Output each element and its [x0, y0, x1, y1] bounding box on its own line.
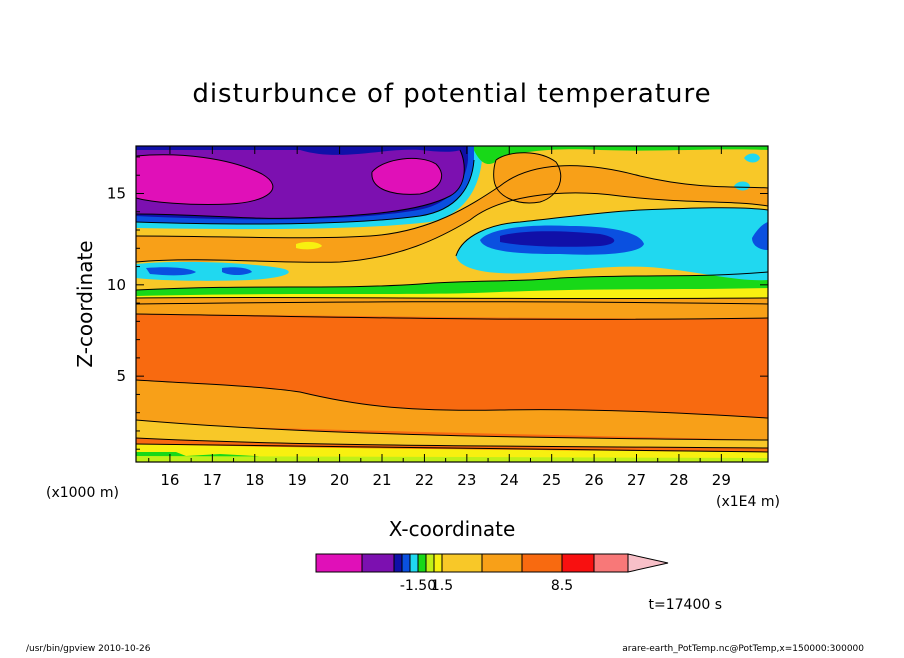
navy-mid-right: [500, 231, 615, 247]
y-tick-label: 15: [107, 184, 126, 202]
colorbar-labels: -1.501.5 8.5: [400, 578, 573, 594]
colorbar-swatch: [361, 553, 395, 573]
x-tick-label: 16: [160, 471, 179, 489]
band-ground-lime: [136, 456, 768, 462]
y-tick-label: 10: [107, 276, 126, 294]
colorbar-swatch: [315, 553, 363, 573]
band-lower-light-orange: [136, 380, 768, 440]
cyan-small-right: [734, 181, 750, 191]
band-green-top: [472, 146, 768, 165]
cyan-small-top: [744, 153, 760, 163]
colorbar-swatch: [441, 553, 483, 573]
x-axis: 16 17 18 19 20 21 22 23 24 25 26 27 28 29: [148, 146, 744, 489]
colorbar-swatch: [401, 553, 411, 573]
yellow-lens: [296, 241, 322, 250]
footer-left: /usr/bin/gpview 2010-10-26: [26, 644, 151, 654]
colorbar-label: 8.5: [551, 578, 573, 594]
x-tick-label: 29: [712, 471, 731, 489]
band-lower-yellow: [136, 420, 768, 448]
colorbar-swatch: [409, 553, 419, 573]
magenta-right: [371, 158, 442, 195]
cyan-lower-left: [136, 261, 289, 281]
x-tick-label: 18: [245, 471, 264, 489]
x-tick-label: 19: [288, 471, 307, 489]
colorbar-swatch: [425, 553, 435, 573]
colorbar-swatch: [481, 553, 523, 573]
colorbar-extend-arrow: [627, 553, 669, 573]
time-label: t=17400 s: [649, 597, 723, 613]
x-tick-label: 20: [330, 471, 349, 489]
x-tick-label: 24: [500, 471, 519, 489]
y-axis-label: Z-coordinate: [73, 240, 97, 367]
x-tick-label: 22: [415, 471, 434, 489]
orange-bubble-left: [136, 236, 243, 262]
x-unit-right: (x1E4 m): [716, 494, 780, 510]
y-axis: 5 10 15: [107, 156, 768, 450]
blue-lower-mid: [222, 267, 252, 275]
colorbar-swatch: [521, 553, 563, 573]
y-tick-label: 5: [116, 367, 126, 385]
footer-right: arare-earth_PotTemp.nc@PotTemp,x=150000:…: [622, 644, 864, 654]
orange-bubble-top: [493, 152, 561, 203]
x-tick-label: 26: [585, 471, 604, 489]
plot-frame: [135, 145, 769, 463]
chart-title: disturbunce of potential temperature: [192, 79, 711, 109]
x-axis-label: X-coordinate: [389, 517, 516, 541]
x-tick-label: 28: [669, 471, 688, 489]
colorbar-swatch: [593, 553, 629, 573]
colorbar-swatch: [561, 553, 595, 573]
colorbar-label: -1.50: [400, 578, 436, 594]
x-unit-left: (x1000 m): [46, 485, 119, 501]
plot-area: [136, 146, 768, 462]
colorbar-swatch: [417, 553, 427, 573]
colorbar: [315, 553, 669, 573]
navy-strip-top: [136, 146, 468, 155]
x-tick-label: 17: [203, 471, 222, 489]
x-tick-label: 21: [372, 471, 391, 489]
colorbar-swatch: [433, 553, 443, 573]
colorbar-swatch: [393, 553, 403, 573]
colorbar-label: 1.5: [431, 578, 453, 594]
blue-edge-right: [752, 222, 768, 250]
blue-lower-left: [146, 267, 196, 276]
x-tick-label: 27: [627, 471, 646, 489]
x-tick-label: 23: [457, 471, 476, 489]
x-tick-label: 25: [542, 471, 561, 489]
magenta-left: [136, 154, 273, 205]
